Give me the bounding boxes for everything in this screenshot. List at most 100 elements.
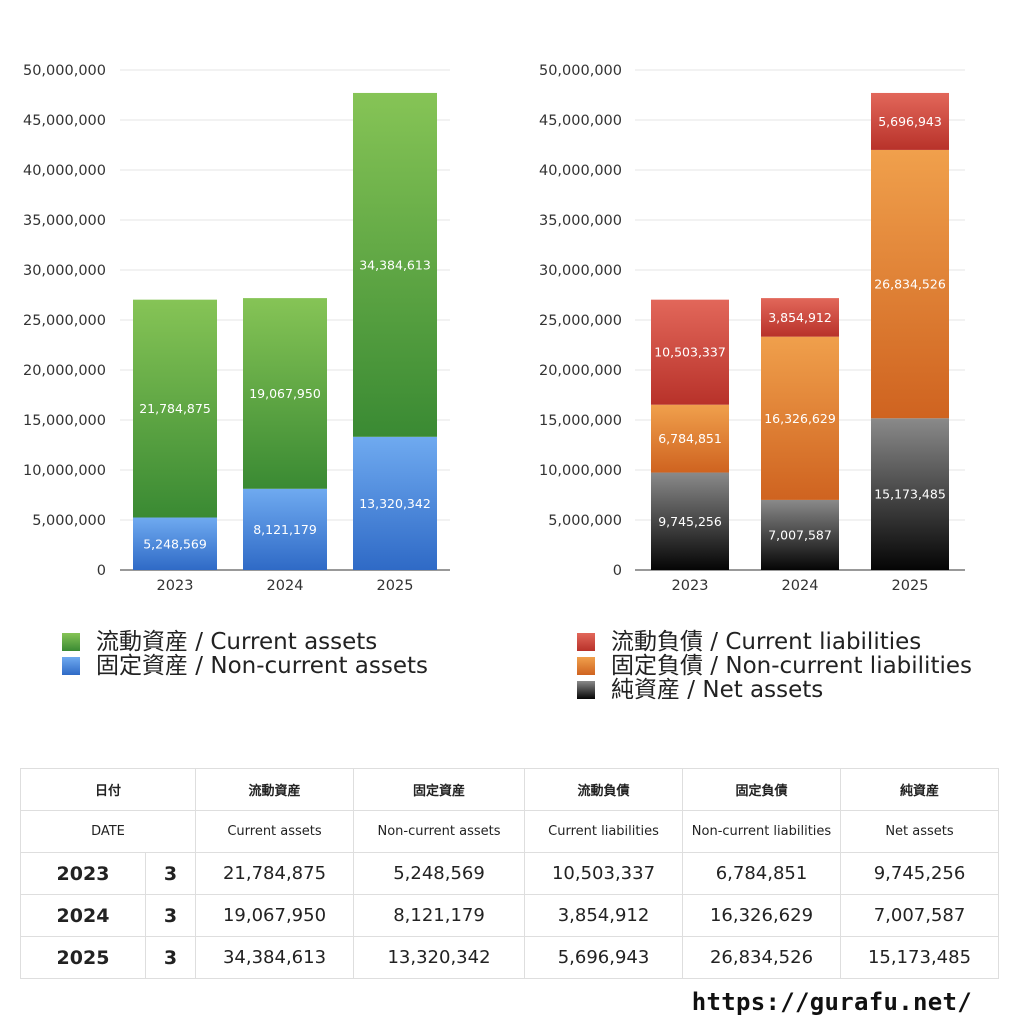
x-tick-label: 2023 bbox=[672, 578, 709, 594]
header-current-assets-jp: 流動資産 bbox=[195, 768, 354, 811]
bar-segment bbox=[243, 298, 327, 489]
cell-non-current-assets: 8,121,179 bbox=[353, 894, 525, 937]
legend-swatch bbox=[62, 657, 80, 675]
legend-item: 流動資産 / Current assets bbox=[62, 630, 428, 654]
data-label: 34,384,613 bbox=[359, 257, 431, 272]
y-tick-label: 0 bbox=[613, 563, 622, 579]
bar-segment bbox=[651, 472, 729, 570]
legend-label: 純資産 / Net assets bbox=[611, 677, 824, 703]
legend-label: 固定資産 / Non-current assets bbox=[96, 653, 429, 679]
data-label: 6,784,851 bbox=[658, 431, 722, 446]
bar-segment bbox=[353, 92, 437, 437]
cell-current-assets: 21,784,875 bbox=[195, 852, 354, 895]
header-net-assets-en: Net assets bbox=[840, 810, 999, 853]
data-label: 10,503,337 bbox=[654, 345, 726, 360]
header-net-assets-jp: 純資産 bbox=[840, 768, 999, 811]
cell-non-current-liabilities: 26,834,526 bbox=[682, 936, 841, 979]
bar-segment bbox=[871, 418, 949, 570]
bar-segment bbox=[761, 336, 839, 500]
row-year: 2025 bbox=[20, 936, 146, 979]
bar-segment bbox=[651, 404, 729, 473]
table-row: 2025 3 34,384,613 13,320,342 5,696,943 2… bbox=[20, 936, 999, 979]
row-month: 3 bbox=[145, 852, 196, 895]
y-tick-label: 20,000,000 bbox=[539, 363, 622, 379]
y-tick-label: 45,000,000 bbox=[23, 113, 106, 129]
data-label: 5,696,943 bbox=[878, 114, 942, 129]
assets-chart: 0 5,000,000 10,000,000 15,000,000 20,000,000… bbox=[23, 63, 450, 594]
bar-segment bbox=[871, 92, 949, 150]
site-url-link[interactable]: https://gurafu.net/ bbox=[691, 988, 972, 1016]
cell-current-liabilities: 10,503,337 bbox=[524, 852, 683, 895]
header-non-current-assets-jp: 固定資産 bbox=[353, 768, 525, 811]
row-year: 2024 bbox=[20, 894, 146, 937]
table-header-en: DATE Current assets Non-current assets C… bbox=[20, 810, 999, 853]
y-tick-label: 30,000,000 bbox=[23, 263, 106, 279]
cell-current-assets: 19,067,950 bbox=[195, 894, 354, 937]
cell-non-current-liabilities: 16,326,629 bbox=[682, 894, 841, 937]
y-tick-label: 5,000,000 bbox=[548, 513, 622, 529]
legend-item: 流動負債 / Current liabilities bbox=[577, 630, 972, 654]
y-tick-label: 0 bbox=[97, 563, 106, 579]
x-tick-label: 2024 bbox=[267, 578, 304, 594]
legend-label: 固定負債 / Non-current liabilities bbox=[611, 653, 972, 679]
data-label: 19,067,950 bbox=[249, 386, 321, 401]
row-month: 3 bbox=[145, 894, 196, 937]
row-month: 3 bbox=[145, 936, 196, 979]
cell-current-liabilities: 5,696,943 bbox=[524, 936, 683, 979]
assets-legend: 流動資産 / Current assets 固定資産 / Non-current … bbox=[62, 630, 428, 678]
header-date-jp: 日付 bbox=[20, 768, 196, 811]
legend-label: 流動資産 / Current assets bbox=[96, 629, 378, 655]
bar-segment bbox=[871, 149, 949, 419]
y-tick-label: 10,000,000 bbox=[539, 463, 622, 479]
x-tick-label: 2025 bbox=[377, 578, 414, 594]
header-current-liabilities-en: Current liabilities bbox=[524, 810, 683, 853]
liabilities-chart: 0 5,000,000 10,000,000 15,000,000 20,000,000… bbox=[539, 63, 965, 594]
legend-label: 流動負債 / Current liabilities bbox=[611, 629, 922, 655]
header-non-current-liabilities-jp: 固定負債 bbox=[682, 768, 841, 811]
header-current-assets-en: Current assets bbox=[195, 810, 354, 853]
liabilities-legend: 流動負債 / Current liabilities 固定負債 / Non-cur… bbox=[577, 630, 972, 702]
legend-swatch bbox=[577, 633, 595, 651]
header-non-current-liabilities-en: Non-current liabilities bbox=[682, 810, 841, 853]
y-tick-label: 10,000,000 bbox=[23, 463, 106, 479]
y-tick-label: 40,000,000 bbox=[539, 163, 622, 179]
data-label: 9,745,256 bbox=[658, 514, 722, 529]
data-label: 21,784,875 bbox=[139, 401, 211, 416]
y-tick-label: 40,000,000 bbox=[23, 163, 106, 179]
table-row: 2023 3 21,784,875 5,248,569 10,503,337 6… bbox=[20, 852, 999, 895]
data-label: 5,248,569 bbox=[143, 536, 207, 551]
y-tick-label: 35,000,000 bbox=[23, 213, 106, 229]
y-tick-label: 45,000,000 bbox=[539, 113, 622, 129]
table-row: 2024 3 19,067,950 8,121,179 3,854,912 16… bbox=[20, 894, 999, 937]
bar-segment bbox=[133, 517, 217, 570]
data-label: 13,320,342 bbox=[359, 496, 431, 511]
y-tick-label: 5,000,000 bbox=[32, 513, 106, 529]
y-tick-label: 50,000,000 bbox=[23, 63, 106, 79]
legend-item: 固定資産 / Non-current assets bbox=[62, 654, 428, 678]
cell-net-assets: 9,745,256 bbox=[840, 852, 999, 895]
x-tick-label: 2025 bbox=[892, 578, 929, 594]
bar-segment bbox=[133, 299, 217, 518]
legend-item: 純資産 / Net assets bbox=[577, 678, 972, 702]
y-tick-label: 25,000,000 bbox=[23, 313, 106, 329]
y-tick-label: 25,000,000 bbox=[539, 313, 622, 329]
data-label: 3,854,912 bbox=[768, 310, 832, 325]
financial-data-table: 日付 流動資産 固定資産 流動負債 固定負債 純資産 DATE Current … bbox=[20, 768, 999, 979]
data-label: 8,121,179 bbox=[253, 522, 317, 537]
data-label: 7,007,587 bbox=[768, 527, 832, 542]
data-label: 15,173,485 bbox=[874, 487, 946, 502]
y-tick-label: 30,000,000 bbox=[539, 263, 622, 279]
data-label: 26,834,526 bbox=[874, 277, 946, 292]
x-tick-label: 2024 bbox=[782, 578, 819, 594]
y-tick-label: 15,000,000 bbox=[539, 413, 622, 429]
legend-swatch bbox=[577, 681, 595, 699]
legend-swatch bbox=[577, 657, 595, 675]
bar-segment bbox=[761, 298, 839, 337]
header-current-liabilities-jp: 流動負債 bbox=[524, 768, 683, 811]
cell-non-current-assets: 13,320,342 bbox=[353, 936, 525, 979]
y-tick-label: 15,000,000 bbox=[23, 413, 106, 429]
cell-current-assets: 34,384,613 bbox=[195, 936, 354, 979]
y-tick-label: 20,000,000 bbox=[23, 363, 106, 379]
cell-current-liabilities: 3,854,912 bbox=[524, 894, 683, 937]
cell-non-current-liabilities: 6,784,851 bbox=[682, 852, 841, 895]
